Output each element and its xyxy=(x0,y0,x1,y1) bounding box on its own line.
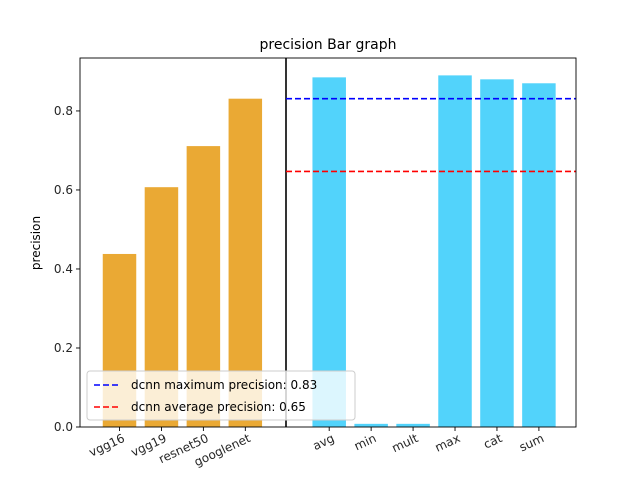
y-tick-label: 0.2 xyxy=(54,341,73,355)
chart-title: precision Bar graph xyxy=(260,37,397,53)
y-axis-label: precision xyxy=(29,216,43,270)
legend: dcnn maximum precision: 0.83 dcnn average… xyxy=(86,370,356,421)
x-tick-label-sum: sum xyxy=(517,431,546,454)
x-tick-label-cat: cat xyxy=(481,431,504,452)
x-tick-label-avg: avg xyxy=(311,431,337,453)
reference-lines-layer xyxy=(285,58,576,427)
bars-layer xyxy=(102,75,556,428)
y-tick-label: 0.6 xyxy=(54,183,73,197)
bar-sum xyxy=(522,83,556,427)
bar-max xyxy=(438,75,472,427)
bar-cat xyxy=(480,79,514,427)
plot-frame xyxy=(79,57,577,428)
bar-min xyxy=(354,423,388,427)
y-tick-label: 0.4 xyxy=(54,262,73,276)
legend-label-1: dcnn average precision: 0.65 xyxy=(131,400,306,414)
bar-mult xyxy=(396,423,430,427)
y-tick-label: 0.8 xyxy=(54,104,73,118)
y-tick-label: 0.0 xyxy=(54,420,73,434)
x-tick-label-vgg16: vgg16 xyxy=(87,431,127,460)
x-tick-label-min: min xyxy=(352,431,378,453)
legend-box xyxy=(86,370,356,421)
x-tick-label-max: max xyxy=(433,431,463,455)
bar-avg xyxy=(312,77,346,428)
x-tick-label-mult: mult xyxy=(390,431,421,455)
legend-label-0: dcnn maximum precision: 0.83 xyxy=(131,378,317,392)
